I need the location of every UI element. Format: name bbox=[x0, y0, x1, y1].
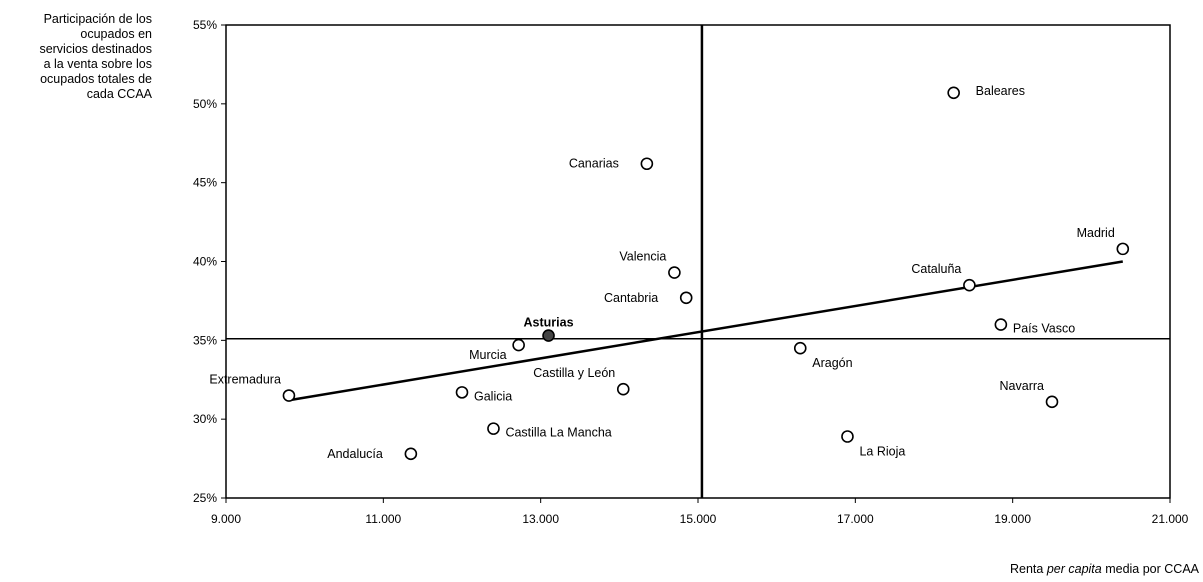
data-point bbox=[679, 291, 693, 305]
data-point-label: Aragón bbox=[812, 356, 852, 370]
y-tick-label: 45% bbox=[193, 176, 217, 190]
data-point bbox=[282, 389, 296, 402]
data-point-label: Andalucía bbox=[327, 447, 383, 461]
data-point-label: Cataluña bbox=[911, 262, 961, 276]
y-axis-label-line: Participación de los bbox=[43, 12, 152, 26]
y-axis-label-line: a la venta sobre los bbox=[43, 57, 152, 71]
data-point-label: Baleares bbox=[976, 84, 1025, 98]
y-tick-label: 55% bbox=[193, 18, 217, 32]
x-tick-label: 21.000 bbox=[1152, 512, 1189, 526]
data-point-label: Cantabria bbox=[604, 291, 658, 305]
x-axis-label-before: Renta bbox=[1009, 562, 1047, 576]
y-tick-label: 40% bbox=[193, 255, 217, 269]
data-point bbox=[455, 386, 469, 399]
x-tick-label: 9.000 bbox=[211, 512, 241, 526]
y-axis-label-line: ocupados en bbox=[80, 27, 152, 41]
data-point-label: Valencia bbox=[619, 250, 666, 264]
data-point-label: Castilla y León bbox=[533, 366, 615, 380]
x-axis-label-italic: per capita bbox=[1046, 562, 1102, 576]
y-tick-label: 30% bbox=[193, 412, 217, 426]
data-point bbox=[947, 86, 960, 100]
data-point bbox=[640, 157, 654, 171]
trendline bbox=[288, 260, 1124, 402]
y-axis-label-line: cada CCAA bbox=[86, 87, 152, 101]
data-point-label: País Vasco bbox=[1013, 322, 1075, 336]
y-axis-label-line: servicios destinados bbox=[39, 42, 152, 56]
data-point bbox=[512, 338, 525, 352]
x-tick-label: 17.000 bbox=[837, 512, 874, 526]
data-point-label: Galicia bbox=[474, 389, 512, 403]
data-point bbox=[994, 318, 1008, 331]
data-point-label: La Rioja bbox=[859, 445, 905, 459]
y-axis-label-line: ocupados totales de bbox=[40, 72, 152, 86]
data-point-label: Extremadura bbox=[209, 373, 281, 387]
y-axis-label: Participación de los ocupados en servici… bbox=[0, 12, 152, 102]
data-point bbox=[1116, 242, 1130, 256]
x-tick-label: 11.000 bbox=[365, 512, 401, 526]
x-tick-label: 13.000 bbox=[522, 512, 559, 526]
x-tick-label: 19.000 bbox=[994, 512, 1031, 526]
x-axis-label: Renta per capita media por CCAA bbox=[1010, 562, 1199, 576]
y-tick-label: 35% bbox=[193, 333, 217, 347]
plot-frame bbox=[225, 24, 1171, 499]
x-axis-label-after: media por CCAA bbox=[1101, 562, 1199, 576]
data-point bbox=[616, 382, 630, 396]
x-tick-label: 15.000 bbox=[680, 512, 717, 526]
data-point bbox=[963, 278, 976, 292]
data-point bbox=[487, 422, 500, 435]
y-tick-label: 50% bbox=[193, 97, 217, 111]
data-point-label: Murcia bbox=[469, 348, 507, 362]
data-point bbox=[1045, 395, 1059, 409]
data-point bbox=[841, 430, 854, 443]
y-tick-label: 25% bbox=[193, 491, 217, 505]
data-point bbox=[668, 266, 681, 279]
data-point-label: Asturias bbox=[524, 316, 574, 330]
data-point-label: Madrid bbox=[1077, 226, 1115, 240]
data-point bbox=[542, 329, 555, 342]
data-point bbox=[793, 341, 807, 355]
data-point-label: Castilla La Mancha bbox=[505, 426, 611, 440]
data-point-label: Canarias bbox=[569, 157, 619, 171]
data-point bbox=[404, 447, 418, 461]
data-point-label: Navarra bbox=[1000, 379, 1045, 393]
